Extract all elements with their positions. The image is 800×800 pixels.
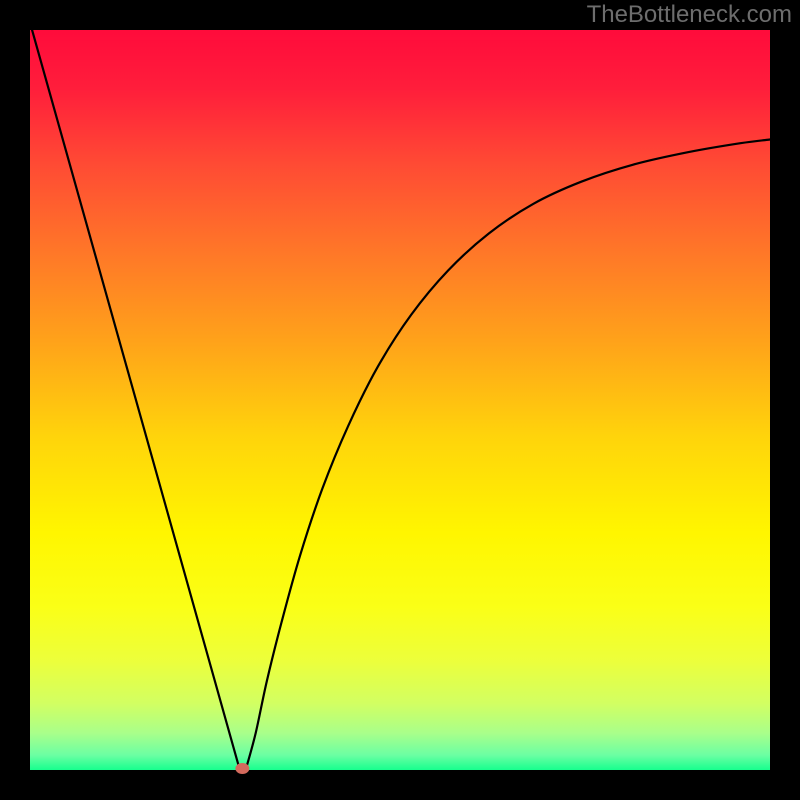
bottleneck-chart: TheBottleneck.com: [0, 0, 800, 800]
watermark-text: TheBottleneck.com: [587, 1, 792, 28]
optimum-marker: [235, 763, 249, 774]
chart-plot-area: [30, 30, 770, 770]
